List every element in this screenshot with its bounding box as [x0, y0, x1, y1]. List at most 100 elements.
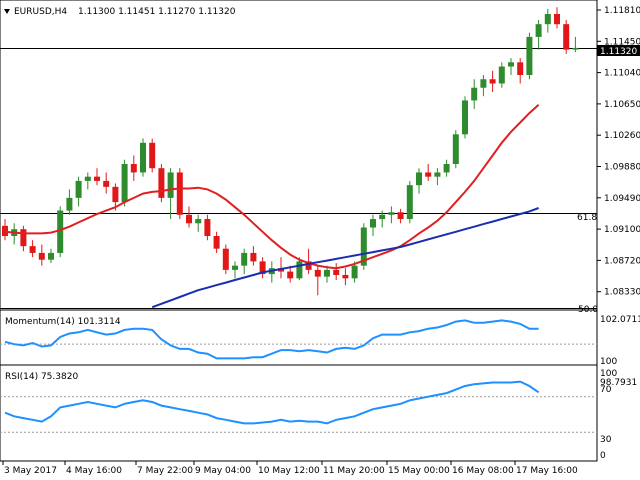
candle	[342, 268, 349, 286]
candle	[434, 168, 441, 186]
candle	[130, 155, 137, 181]
time-tick-label: 10 May 12:00	[258, 466, 320, 476]
time-axis: 3 May 2017 4 May 16:00 7 May 22:00 9 May 04…	[2, 461, 578, 476]
candle	[416, 168, 422, 194]
candle-body-bull	[48, 252, 54, 260]
candle	[471, 79, 478, 109]
chevron-down-icon[interactable]	[4, 9, 10, 14]
candle	[554, 7, 560, 29]
candle-body-bear	[305, 261, 312, 270]
candle	[333, 263, 340, 281]
rsi-line	[0, 380, 597, 433]
candle-body-bull	[370, 219, 376, 228]
candle	[103, 172, 110, 194]
current-price-label: 1.11320	[600, 47, 637, 57]
candle-body-bear	[204, 219, 211, 236]
candle-body-bull	[66, 197, 73, 211]
candle-body-bull	[360, 227, 367, 266]
momentum-series	[4, 319, 539, 360]
candle-body-bull	[443, 163, 450, 173]
momentum-line	[0, 319, 597, 360]
candle-body-bull	[167, 172, 174, 198]
rsi-tick-label: 100	[600, 369, 617, 379]
momentum-tick-label: 98.7931	[600, 378, 637, 388]
candle	[176, 168, 183, 220]
candle-body-bull	[241, 252, 248, 266]
candle-body-bear	[314, 269, 321, 277]
candle-body-bull	[57, 210, 64, 253]
candle-body-bull	[379, 214, 386, 220]
momentum-tick-label: 100	[600, 357, 617, 367]
candle	[452, 130, 459, 169]
candle-body-bull	[535, 24, 542, 37]
candle-body-bull	[351, 265, 358, 279]
candle-body-bear	[112, 186, 119, 203]
candlesticks[interactable]	[2, 7, 579, 296]
candle	[526, 32, 533, 80]
candle-body-bull	[572, 47, 579, 50]
price-tick-label: 1.08720	[604, 256, 640, 266]
candle	[121, 159, 128, 207]
candle-body-bull	[452, 134, 459, 164]
candle-body-bear	[186, 214, 192, 224]
candle-body-bull	[121, 163, 128, 203]
candle-body-bear	[94, 176, 100, 181]
candle	[544, 8, 551, 33]
candle	[305, 248, 312, 275]
candle	[195, 214, 202, 232]
candle	[75, 176, 82, 207]
price-tick-label: 1.11450	[604, 37, 640, 47]
time-tick-label: 16 May 08:00	[452, 466, 514, 476]
candle-body-bear	[259, 261, 266, 275]
candle	[94, 168, 100, 186]
candle	[360, 223, 367, 270]
candle	[397, 208, 404, 224]
sma-slow-line	[151, 207, 539, 309]
time-tick-label: 7 May 22:00	[137, 466, 193, 476]
candle-body-bull	[498, 66, 505, 84]
candle	[158, 163, 165, 203]
candle-body-bear	[130, 163, 137, 173]
candle-body-bull	[406, 185, 413, 220]
candle-body-bear	[287, 271, 294, 279]
candle	[370, 214, 376, 236]
price-tick-label: 1.09100	[604, 225, 640, 235]
candle-body-bear	[489, 79, 496, 84]
candle	[406, 180, 413, 224]
candle-body-bull	[508, 62, 514, 67]
candle	[388, 206, 395, 224]
candle	[535, 19, 542, 50]
sma-fast-line	[4, 103, 540, 270]
candle	[167, 168, 174, 220]
candle-body-bear	[333, 269, 340, 275]
candle-body-bear	[158, 168, 165, 198]
rsi-series	[4, 380, 540, 425]
fib-618-label: 61.8	[577, 213, 597, 223]
price-tick-label: 1.08330	[604, 288, 640, 298]
candle	[84, 172, 91, 190]
candle	[425, 163, 432, 181]
candle-body-bear	[20, 229, 27, 247]
time-tick-label: 4 May 16:00	[66, 466, 122, 476]
candle	[296, 257, 303, 281]
candle	[287, 265, 294, 283]
candle	[480, 75, 487, 97]
price-axis: 1.11810 1.11450 1.11040 1.10650 1.10260 1.098…	[597, 6, 640, 298]
candle	[48, 248, 54, 264]
candle-body-bull	[232, 265, 238, 270]
rsi-tick-label: 70	[600, 385, 612, 395]
candle-body-bear	[2, 225, 8, 236]
time-tick-label: 15 May 00:00	[388, 466, 450, 476]
price-tick-label: 1.09490	[604, 194, 640, 204]
candle	[462, 96, 468, 139]
candle	[140, 138, 146, 177]
candle-body-bear	[342, 274, 349, 279]
price-tick-label: 1.11810	[604, 6, 640, 16]
time-tick-label: 3 May 2017	[4, 466, 57, 476]
momentum-title: Momentum(14) 101.3114	[5, 317, 121, 327]
candle-body-bear	[103, 180, 110, 187]
candle	[324, 265, 330, 283]
candle	[57, 206, 64, 258]
